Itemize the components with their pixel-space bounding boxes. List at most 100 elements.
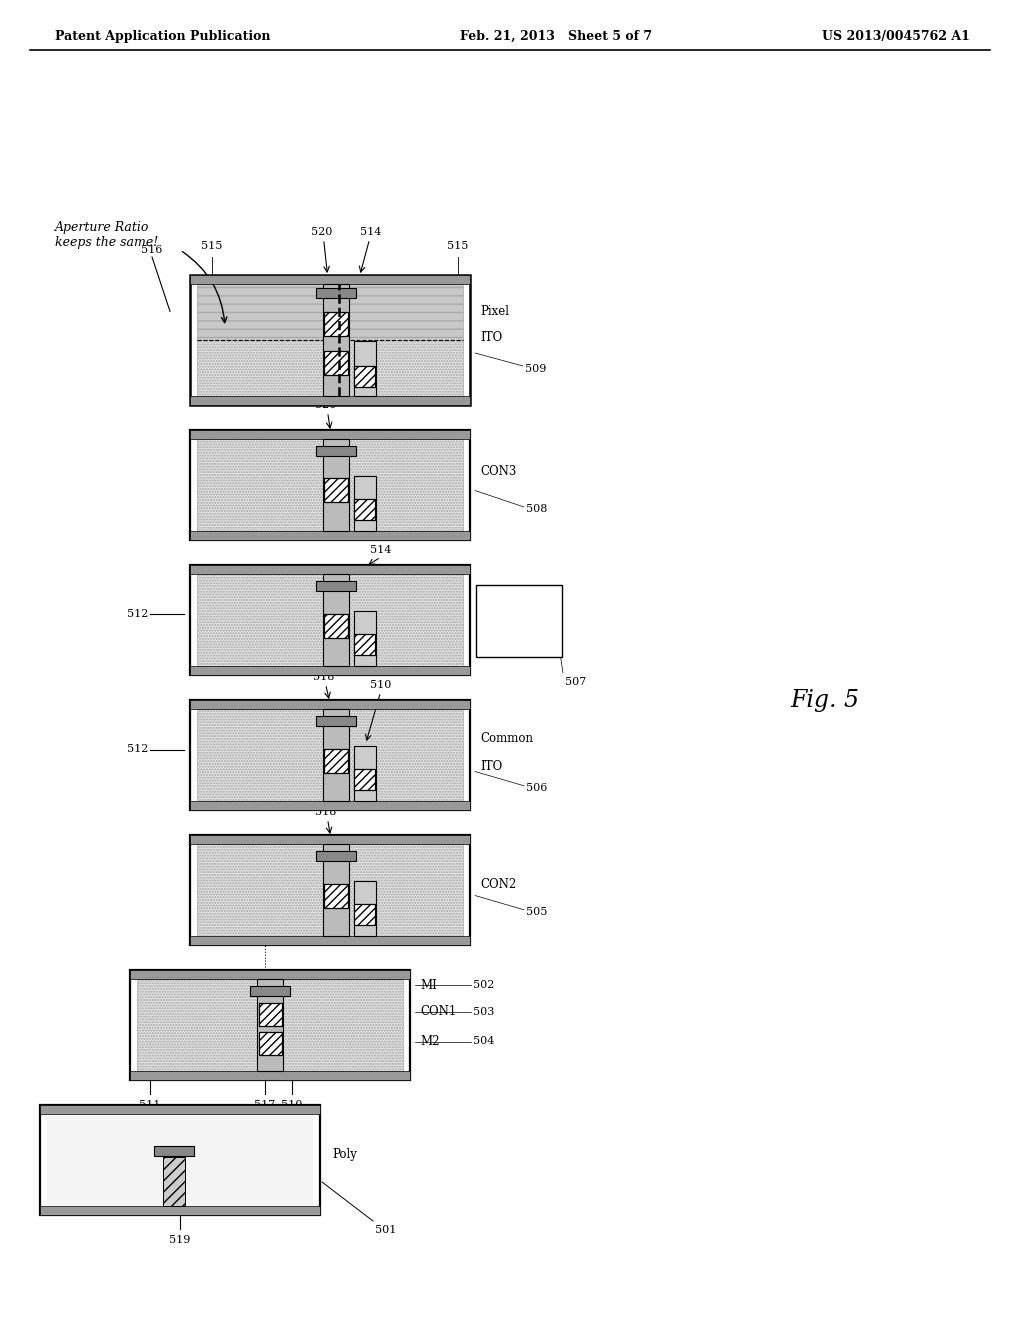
Text: 514: 514 — [370, 545, 391, 554]
Bar — [40, 1105, 319, 1114]
Text: 514: 514 — [359, 227, 381, 238]
Text: 516: 516 — [141, 246, 163, 255]
Bar — [190, 667, 470, 675]
Bar — [354, 499, 375, 520]
Bar — [137, 979, 403, 1071]
FancyBboxPatch shape — [476, 585, 562, 657]
Text: Pixel: Pixel — [480, 305, 509, 318]
Bar — [324, 748, 347, 772]
Bar — [324, 614, 347, 638]
Bar — [190, 565, 470, 675]
Bar — [315, 581, 355, 591]
Bar — [190, 700, 470, 810]
Bar — [354, 768, 375, 789]
Bar — [323, 284, 348, 396]
Text: M2: M2 — [420, 1035, 439, 1048]
Text: 502: 502 — [473, 981, 495, 990]
Text: 501: 501 — [375, 1225, 396, 1236]
Bar — [190, 565, 470, 574]
Text: ITO: ITO — [480, 331, 502, 345]
Bar — [324, 478, 347, 503]
Bar — [190, 700, 470, 709]
Bar — [190, 836, 470, 945]
Bar — [323, 709, 348, 801]
Text: 510: 510 — [282, 1100, 303, 1110]
Text: Poly: Poly — [332, 1148, 357, 1162]
Bar — [353, 880, 376, 936]
Bar — [323, 843, 348, 936]
Bar — [197, 440, 463, 531]
Text: US 2013/0045762 A1: US 2013/0045762 A1 — [822, 30, 970, 44]
Bar — [190, 936, 470, 945]
Bar — [353, 746, 376, 801]
Text: 518: 518 — [313, 672, 334, 682]
Bar — [353, 342, 376, 396]
Text: Metal: Metal — [503, 626, 536, 636]
Text: 506: 506 — [526, 783, 548, 793]
Text: 504: 504 — [473, 1036, 495, 1047]
Bar — [323, 440, 348, 531]
Bar — [130, 1071, 410, 1080]
Text: 511: 511 — [139, 1100, 161, 1110]
Bar — [354, 904, 375, 925]
Bar — [190, 801, 470, 810]
Bar — [190, 531, 470, 540]
Text: Feb. 21, 2013   Sheet 5 of 7: Feb. 21, 2013 Sheet 5 of 7 — [460, 30, 652, 44]
Text: 512: 512 — [127, 610, 148, 619]
Bar — [324, 351, 347, 375]
Text: Common: Common — [480, 733, 534, 744]
Bar — [190, 396, 470, 405]
Text: 503: 503 — [473, 1007, 495, 1016]
Bar — [354, 366, 375, 387]
Bar — [353, 611, 376, 667]
Text: 510: 510 — [370, 680, 391, 690]
Text: MI: MI — [420, 979, 437, 991]
Text: Fig. 5: Fig. 5 — [790, 689, 859, 711]
Text: 512: 512 — [127, 744, 148, 755]
Bar — [315, 851, 355, 862]
Text: 515: 515 — [447, 242, 469, 251]
Text: 508: 508 — [526, 504, 548, 515]
Text: 515: 515 — [202, 242, 222, 251]
Text: CON3: CON3 — [480, 466, 516, 478]
Bar — [315, 446, 355, 457]
Bar — [323, 574, 348, 667]
Bar — [190, 275, 470, 284]
Text: 520: 520 — [315, 400, 336, 411]
Bar — [164, 1156, 185, 1206]
Bar — [324, 313, 347, 337]
Bar — [190, 275, 470, 405]
Text: ITO: ITO — [480, 759, 502, 772]
Text: CON2: CON2 — [480, 878, 516, 891]
Bar — [197, 341, 463, 396]
Bar — [130, 970, 410, 1080]
Bar — [40, 1105, 319, 1214]
Text: 518: 518 — [315, 807, 336, 817]
Bar — [190, 430, 470, 540]
Text: Aperture Ratio
keeps the same!: Aperture Ratio keeps the same! — [55, 220, 159, 249]
Text: 520: 520 — [311, 227, 332, 238]
Bar — [190, 430, 470, 440]
Text: Common: Common — [494, 598, 544, 609]
Bar — [324, 883, 347, 908]
Bar — [315, 288, 355, 298]
Bar — [353, 477, 376, 531]
Bar — [190, 836, 470, 843]
Bar — [250, 986, 290, 997]
Bar — [197, 709, 463, 801]
Text: 517: 517 — [254, 1100, 275, 1110]
Text: 509: 509 — [525, 363, 547, 374]
Text: Patent Application Publication: Patent Application Publication — [55, 30, 270, 44]
Bar — [197, 284, 463, 341]
Bar — [40, 1206, 319, 1214]
Text: 507: 507 — [565, 677, 587, 686]
Bar — [315, 717, 355, 726]
Text: CON1: CON1 — [420, 1006, 457, 1018]
Bar — [258, 1032, 282, 1055]
Bar — [197, 843, 463, 936]
Bar — [130, 970, 410, 979]
Bar — [257, 979, 283, 1071]
Bar — [258, 1002, 282, 1026]
Text: 519: 519 — [169, 1236, 190, 1245]
Bar — [155, 1146, 195, 1155]
